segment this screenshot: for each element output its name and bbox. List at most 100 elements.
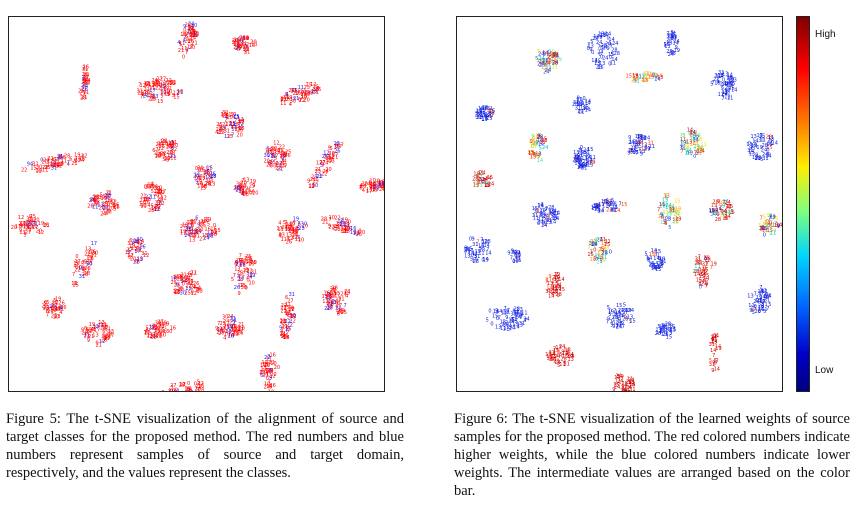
sample-point: 5 (554, 60, 557, 66)
sample-point: 20 (203, 171, 209, 177)
sample-point: 24 (543, 70, 549, 76)
sample-point: 12 (260, 362, 266, 368)
sample-point: 12 (269, 373, 275, 379)
sample-point: 11 (538, 217, 544, 223)
sample-point: 0 (609, 308, 612, 314)
sample-point: 17 (147, 332, 153, 338)
sample-point: 19 (711, 262, 717, 268)
sample-point: 22 (243, 47, 249, 53)
sample-point: 5 (759, 134, 762, 140)
sample-point: 24 (548, 54, 554, 60)
sample-point: 0 (658, 256, 661, 262)
sample-point: 7 (664, 193, 667, 199)
sample-point: 25 (137, 243, 143, 249)
sample-point: 21 (154, 328, 160, 334)
sample-point: 9 (628, 135, 631, 141)
sample-point: 24 (482, 180, 488, 186)
sample-point: 11 (286, 222, 292, 228)
sample-point: 9 (531, 134, 534, 140)
sample-point: 0 (270, 163, 273, 169)
sample-point: 28 (174, 288, 180, 294)
sample-point: 14 (724, 214, 730, 220)
sample-point: 30 (330, 287, 336, 293)
sample-point: 31 (648, 140, 654, 146)
sample-point: 28 (583, 159, 589, 165)
sample-point: 28 (338, 309, 344, 315)
sample-point: 12 (292, 235, 298, 241)
sample-point: 20 (160, 83, 166, 89)
sample-point: 10 (326, 301, 332, 307)
sample-point: 25 (185, 290, 191, 296)
sample-point: 7 (167, 90, 170, 96)
sample-point: 5 (661, 329, 664, 335)
sample-point: 26 (326, 293, 332, 299)
sample-point: 5 (590, 39, 593, 45)
sample-point: 11 (726, 204, 732, 210)
sample-point: 11 (554, 277, 560, 283)
sample-point: 7 (713, 77, 716, 83)
sample-point: 28 (650, 73, 656, 79)
sample-point: 28 (683, 144, 689, 150)
sample-point: 24 (720, 82, 726, 88)
sample-point: 19 (675, 207, 681, 213)
sample-point: 4 (286, 92, 289, 98)
sample-point: 15 (669, 325, 675, 331)
sample-point: 21 (280, 331, 286, 337)
sample-point: 30 (362, 182, 368, 188)
sample-point: 13 (686, 140, 692, 146)
sample-point: 19 (106, 332, 112, 338)
sample-point: 24 (479, 170, 485, 176)
sample-point: 5 (657, 324, 660, 330)
sample-point: 0 (558, 286, 561, 292)
sample-point: 11 (354, 230, 360, 236)
sample-point: 30 (312, 183, 318, 189)
sample-point: 30 (328, 151, 334, 157)
sample-point: 7 (188, 284, 191, 290)
sample-point: 15 (699, 274, 705, 280)
sample-point: 24 (332, 299, 338, 305)
sample-point: 12 (334, 141, 340, 147)
sample-point: 31 (171, 140, 177, 146)
sample-point: 31 (581, 165, 587, 171)
sample-point: 25 (304, 91, 310, 97)
sample-point: 14 (605, 32, 611, 38)
sample-point: 31 (510, 312, 516, 318)
sample-point: 11 (761, 307, 767, 313)
sample-point: 20 (274, 365, 280, 371)
sample-point: 30 (163, 81, 169, 87)
sample-point: 9 (660, 212, 663, 218)
sample-point: 31 (519, 321, 525, 327)
sample-point: 9 (81, 328, 84, 334)
sample-point: 14 (611, 57, 617, 63)
sample-point: 13 (86, 261, 92, 267)
sample-point: 7 (293, 97, 296, 103)
sample-point: 31 (767, 223, 773, 229)
sample-point: 22 (171, 147, 177, 153)
sample-point: 14 (672, 217, 678, 223)
sample-point: 25 (277, 148, 283, 154)
sample-point: 9 (647, 146, 650, 152)
sample-point: 0 (241, 185, 244, 191)
sample-point: 25 (187, 390, 193, 391)
sample-point: 22 (239, 271, 245, 277)
sample-point: 9 (675, 45, 678, 51)
sample-point: 10 (249, 280, 255, 286)
sample-point: 25 (44, 165, 50, 171)
sample-point: 31 (575, 106, 581, 112)
sample-point: 15 (650, 264, 656, 270)
sample-point: 7 (761, 226, 764, 232)
sample-point: 15 (480, 179, 486, 185)
sample-point: 31 (338, 296, 344, 302)
sample-point: 30 (236, 182, 242, 188)
sample-point: 0 (652, 72, 655, 78)
sample-point: 19 (480, 108, 486, 114)
sample-point: 14 (587, 158, 593, 164)
sample-point: 6 (69, 157, 72, 163)
sample-point: 5 (768, 302, 771, 308)
sample-point: 31 (764, 298, 770, 304)
sample-point: 20 (158, 329, 164, 335)
sample-point: 12 (310, 82, 316, 88)
sample-point: 31 (758, 138, 764, 144)
sample-point: 28 (542, 58, 548, 64)
